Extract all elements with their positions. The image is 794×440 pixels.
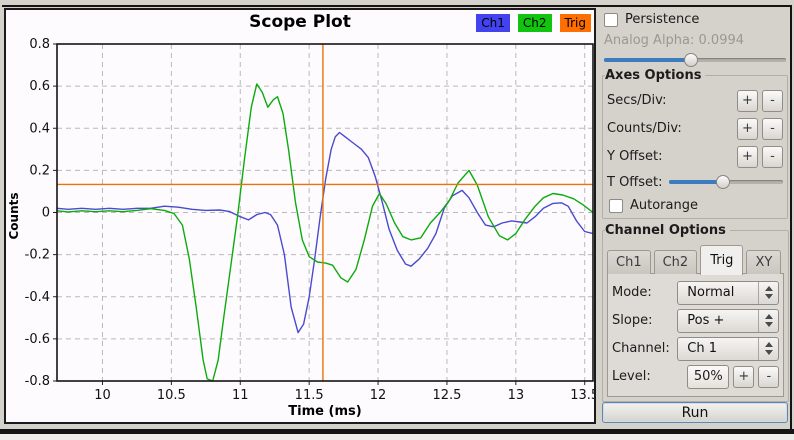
channel-tabs: Ch1 Ch2 Trig XY xyxy=(607,243,784,276)
mode-value: Normal xyxy=(687,285,735,301)
y-tick-label: 0 xyxy=(42,206,50,221)
control-panel: Persistence Analog Alpha: 0.0994 Axes Op… xyxy=(602,9,790,423)
legend-trig: Trig xyxy=(559,14,591,32)
trace-ch1 xyxy=(56,131,594,334)
y-tick-label: -0.8 xyxy=(25,374,50,389)
level-label: Level: xyxy=(612,369,651,385)
mode-select[interactable]: Normal xyxy=(677,280,780,305)
y-tick-label: -0.6 xyxy=(25,332,50,347)
mode-row: Mode: Normal xyxy=(612,280,780,305)
legend-ch2: Ch2 xyxy=(517,14,552,32)
plot-legend: Ch1 Ch2 Trig xyxy=(468,14,591,32)
tab-xy[interactable]: XY xyxy=(746,250,782,275)
y-offset-minus-button[interactable]: - xyxy=(762,145,783,168)
secs-div-plus-button[interactable]: + xyxy=(737,89,758,112)
x-axis-label: Time (ms) xyxy=(288,404,362,419)
window-border-bottom xyxy=(0,429,794,434)
y-offset-plus-button[interactable]: + xyxy=(737,145,758,168)
counts-div-plus-button[interactable]: + xyxy=(737,117,758,140)
persistence-checkbox[interactable] xyxy=(604,12,618,27)
persistence-label: Persistence xyxy=(625,12,700,27)
plot-title: Scope Plot xyxy=(249,12,351,32)
t-offset-slider-handle[interactable] xyxy=(716,175,731,190)
x-tick-label: 10.5 xyxy=(157,388,186,403)
x-tick-label: 13.5 xyxy=(570,388,594,403)
slope-label: Slope: xyxy=(612,313,653,329)
level-plus-button[interactable]: + xyxy=(733,365,755,388)
autorange-row: Autorange xyxy=(609,198,783,213)
y-tick-label: -0.4 xyxy=(25,290,50,305)
level-input[interactable]: 50% xyxy=(687,364,730,389)
y-offset-label: Y Offset: xyxy=(607,149,663,165)
counts-div-minus-button[interactable]: - xyxy=(762,117,783,140)
autorange-checkbox[interactable] xyxy=(609,198,623,213)
level-row: Level: 50% + - xyxy=(612,364,780,389)
window-border-top xyxy=(2,5,792,7)
counts-div-label: Counts/Div: xyxy=(607,121,682,137)
axes-options-title: Axes Options xyxy=(605,68,702,84)
trig-tab-content: Mode: Normal Slope: Pos + Channel: xyxy=(607,273,785,398)
mode-label: Mode: xyxy=(612,285,652,301)
channel-row: Channel: Ch 1 xyxy=(612,336,780,361)
x-tick-label: 11.5 xyxy=(295,388,324,403)
channel-select[interactable]: Ch 1 xyxy=(677,336,780,361)
level-minus-button[interactable]: - xyxy=(758,365,780,388)
x-tick-label: 13 xyxy=(508,388,525,403)
plot-frame xyxy=(56,43,594,382)
channel-options-title: Channel Options xyxy=(605,223,726,239)
tab-ch1[interactable]: Ch1 xyxy=(607,250,651,275)
y-offset-row: Y Offset: + - xyxy=(607,144,783,169)
spinner-arrows-icon[interactable] xyxy=(758,281,778,304)
y-tick-label: 0.6 xyxy=(29,79,50,94)
analog-alpha-label: Analog Alpha: 0.0994 xyxy=(604,33,745,48)
t-offset-row: T Offset: xyxy=(607,172,783,192)
y-tick-label: 0.2 xyxy=(29,163,50,178)
tab-ch2[interactable]: Ch2 xyxy=(653,250,698,275)
autorange-label: Autorange xyxy=(630,198,698,214)
x-tick-label: 11 xyxy=(232,388,249,403)
x-tick-label: 12.5 xyxy=(432,388,461,403)
secs-div-row: Secs/Div: + - xyxy=(607,88,783,113)
x-tick-label: 12 xyxy=(370,388,387,403)
channel-options-group: Channel Options Ch1 Ch2 Trig XY Mode: No… xyxy=(602,223,790,403)
counts-div-row: Counts/Div: + - xyxy=(607,116,783,141)
trace-ch2 xyxy=(56,83,594,382)
channel-value: Ch 1 xyxy=(687,341,718,357)
scope-chart: 10 10.5 11 11.5 12 12.5 13 13.5 -0.8 -0.6 -0.4 -0.2… xyxy=(25,37,594,403)
legend-ch1: Ch1 xyxy=(476,14,510,32)
y-tick-label: 0.8 xyxy=(29,37,50,52)
run-button[interactable]: Run xyxy=(602,402,788,423)
slider-fill xyxy=(604,58,692,62)
y-axis-label: Counts xyxy=(7,192,21,240)
secs-div-label: Secs/Div: xyxy=(607,93,667,109)
analog-alpha-slider[interactable] xyxy=(604,52,786,67)
t-offset-label: T Offset: xyxy=(607,174,663,190)
y-tick-label: 0.4 xyxy=(29,121,50,136)
scope-plot-panel: 10 10.5 11 11.5 12 12.5 13 13.5 -0.8 -0.6 -0.4 -0.2… xyxy=(4,8,596,424)
slope-row: Slope: Pos + xyxy=(612,308,780,333)
secs-div-minus-button[interactable]: - xyxy=(762,89,783,112)
slope-value: Pos + xyxy=(687,313,725,329)
t-offset-slider[interactable] xyxy=(668,174,783,190)
tab-trig[interactable]: Trig xyxy=(700,245,744,276)
analog-alpha-slider-handle[interactable] xyxy=(684,53,699,67)
x-tick-label: 10 xyxy=(94,388,111,403)
window-edge-strip xyxy=(0,434,794,440)
y-tick-label: -0.2 xyxy=(25,248,50,263)
window-border-right xyxy=(790,5,792,433)
spinner-arrows-icon[interactable] xyxy=(758,309,778,332)
slope-select[interactable]: Pos + xyxy=(677,308,780,333)
slider-fill xyxy=(668,180,724,185)
channel-label: Channel: xyxy=(612,341,670,357)
spinner-arrows-icon[interactable] xyxy=(758,337,778,360)
persistence-row: Persistence xyxy=(604,12,788,27)
axes-options-group: Axes Options Secs/Div: + - Counts/Div: +… xyxy=(602,68,788,220)
